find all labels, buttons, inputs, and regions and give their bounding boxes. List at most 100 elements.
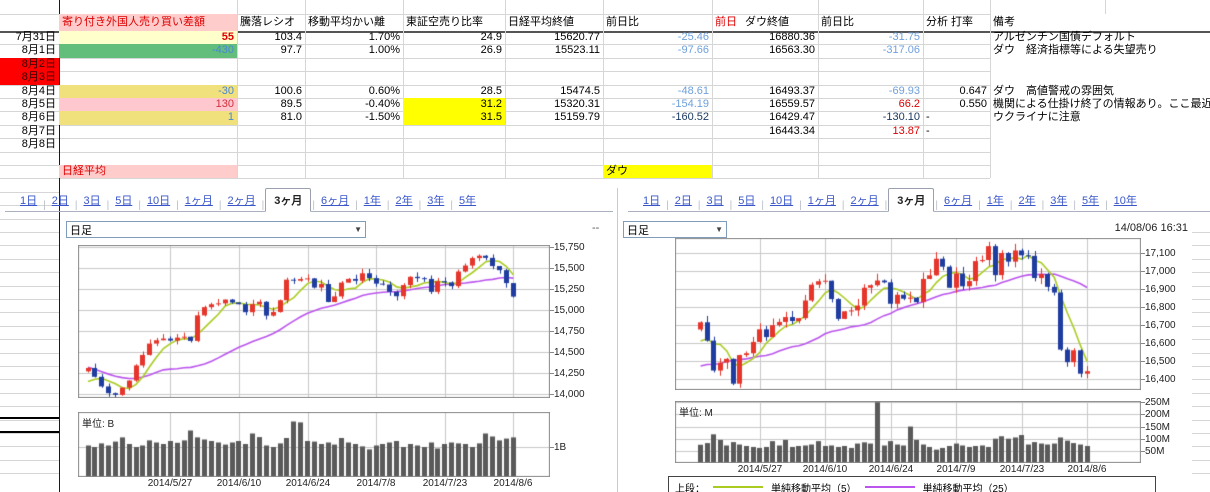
dow-tab-3[interactable]: 5日 [738,195,756,207]
column-header-analysis[interactable]: 分析 打率 [926,16,974,28]
nikkei-interval-dropdown[interactable]: 日足 ▼ [66,221,366,238]
cell-dow_chg[interactable]: -69.93 [888,84,920,97]
cell-nikkei_close[interactable]: 15523.11 [554,44,600,57]
row-date-cell[interactable]: 8月7日 [21,124,56,137]
row-date-cell[interactable]: 8月8日 [21,138,56,151]
cell-nikkei_chg[interactable]: -48.61 [677,84,709,97]
cell-foreign[interactable]: 55 [59,31,237,45]
cell-analysis[interactable]: 0.550 [959,98,987,110]
nikkei-tab-9[interactable]: 1年 [363,195,381,207]
cell-ma_dev[interactable]: -0.40% [365,98,400,110]
cell-note[interactable]: アルゼンチン国債デフォルト [993,31,1136,43]
dow-tab-8[interactable]: 6ヶ月 [944,195,973,207]
cell-nikkei_close[interactable]: 15474.5 [560,84,600,97]
cell-dow_close[interactable]: 16559.57 [769,98,815,110]
nikkei-tab-0[interactable]: 1日 [20,195,38,207]
nikkei-tab-7[interactable]: 3ヶ月 [265,188,312,212]
dow-tab-10[interactable]: 2年 [1018,195,1036,207]
row-date-cell[interactable]: 7月31日 [15,31,56,43]
dow-tab-9[interactable]: 1年 [986,195,1004,207]
cell-analysis[interactable]: - [926,111,930,124]
cell-ma_dev[interactable]: 1.00% [368,44,400,57]
cell-nikkei_chg[interactable]: ダウ [603,165,712,179]
dow-tab-7[interactable]: 3ヶ月 [888,188,935,212]
cell-ratio[interactable]: 97.7 [280,44,302,57]
row-date-cell[interactable]: 8月5日 [21,98,56,110]
column-header-date[interactable] [0,14,59,31]
column-header-short_ratio[interactable]: 東証空売り比率 [406,16,483,28]
cell-nikkei_close[interactable]: 15159.79 [554,111,600,124]
cell-ma_dev[interactable]: -1.50% [365,111,400,124]
dow-interval-dropdown[interactable]: 日足 ▼ [623,221,727,238]
cell-short_ratio[interactable]: 24.9 [480,31,502,43]
row-date-cell[interactable]: 8月6日 [21,111,56,124]
dow-tab-12[interactable]: 5年 [1081,195,1100,207]
cell-dow_chg[interactable]: 66.2 [898,98,920,110]
cell-foreign[interactable]: -430 [59,44,237,58]
column-header-dow_chg[interactable]: 前日比 [821,16,854,28]
cell-nikkei_chg[interactable]: -154.19 [671,98,709,110]
dow-tab-2[interactable]: 3日 [706,195,724,207]
cell-nikkei_close[interactable]: 15320.31 [554,98,600,110]
cell-foreign[interactable]: 日経平均 [59,165,237,179]
row-date-cell[interactable]: 8月1日 [21,44,56,57]
cell-short_ratio[interactable]: 28.5 [480,84,502,97]
column-header-dow_close[interactable]: 前日 ダウ終値 [712,14,818,31]
dow-tab-0[interactable]: 1日 [643,195,661,207]
cell-foreign[interactable]: 130 [59,98,237,112]
dow-tab-11[interactable]: 3年 [1050,195,1068,207]
nikkei-tab-6[interactable]: 2ヶ月 [227,195,256,207]
cell-nikkei_chg[interactable]: -97.66 [677,44,709,57]
cell-dow_chg[interactable]: -317.06 [882,44,920,57]
cell-short_ratio[interactable]: 31.5 [403,111,505,125]
cell-dow_close[interactable]: 16443.34 [769,124,815,137]
column-header-note[interactable]: 備考 [993,16,1015,28]
nikkei-tab-8[interactable]: 6ヶ月 [321,195,350,207]
row-date-cell[interactable] [0,165,59,178]
cell-dow_close[interactable]: 16429.47 [769,111,815,124]
cell-ma_dev[interactable]: 0.60% [368,84,400,97]
cell-note[interactable]: ダウ 高値警戒の雰囲気 [993,84,1114,97]
cell-ratio[interactable]: 100.6 [274,84,302,97]
cell-ma_dev[interactable]: 1.70% [368,31,400,43]
nikkei-tab-5[interactable]: 1ヶ月 [184,195,213,207]
dow-tab-5[interactable]: 1ヶ月 [807,195,836,207]
column-header-nikkei_chg[interactable]: 前日比 [606,16,639,28]
cell-dow_close[interactable]: 16880.36 [769,31,815,43]
cell-note[interactable]: ダウ 経済指標等による失望売り [993,44,1158,57]
row-date-cell[interactable]: 8月4日 [21,84,56,97]
nikkei-tab-1[interactable]: 2日 [51,195,69,207]
cell-short_ratio[interactable]: 31.2 [403,98,505,112]
dow-tab-1[interactable]: 2日 [674,195,692,207]
cell-note[interactable]: ウクライナに注意 [993,111,1081,124]
dow-tab-6[interactable]: 2ヶ月 [850,195,879,207]
cell-nikkei_close[interactable]: 15620.77 [554,31,600,43]
cell-ratio[interactable]: 103.4 [274,31,302,43]
cell-analysis[interactable]: 0.647 [959,84,987,97]
cell-foreign[interactable]: 1 [59,111,237,125]
column-header-ma_dev[interactable]: 移動平均かい離 [308,16,385,28]
cell-nikkei_chg[interactable]: -160.52 [671,111,709,124]
row-date-cell[interactable]: 8月3日 [0,71,59,85]
nikkei-tab-10[interactable]: 2年 [395,195,413,207]
cell-ratio[interactable]: 81.0 [280,111,302,124]
row-date-cell[interactable] [0,152,59,165]
row-date-cell[interactable]: 8月2日 [0,57,59,72]
cell-note[interactable]: 機関による仕掛け終了の情報あり。ここ最近 [993,98,1210,110]
dow-tab-4[interactable]: 10日 [769,195,794,207]
cell-dow_chg[interactable]: 13.87 [892,124,920,137]
nikkei-tab-2[interactable]: 3日 [83,195,101,207]
cell-foreign[interactable]: -30 [59,84,237,98]
cell-dow_chg[interactable]: -130.10 [882,111,920,124]
nikkei-tab-11[interactable]: 3年 [427,195,445,207]
nikkei-tab-12[interactable]: 5年 [458,195,477,207]
cell-short_ratio[interactable]: 26.9 [480,44,502,57]
cell-dow_close[interactable]: 16493.37 [769,84,815,97]
nikkei-tab-3[interactable]: 5日 [115,195,133,207]
cell-nikkei_chg[interactable]: -25.46 [677,31,709,43]
column-header-foreign[interactable]: 寄り付き外国人売り買い差額 [59,14,237,31]
cell-ratio[interactable]: 89.5 [280,98,302,110]
column-header-ratio[interactable]: 騰落レシオ [240,16,295,28]
nikkei-tab-4[interactable]: 10日 [146,195,171,207]
cell-analysis[interactable]: - [926,124,930,137]
